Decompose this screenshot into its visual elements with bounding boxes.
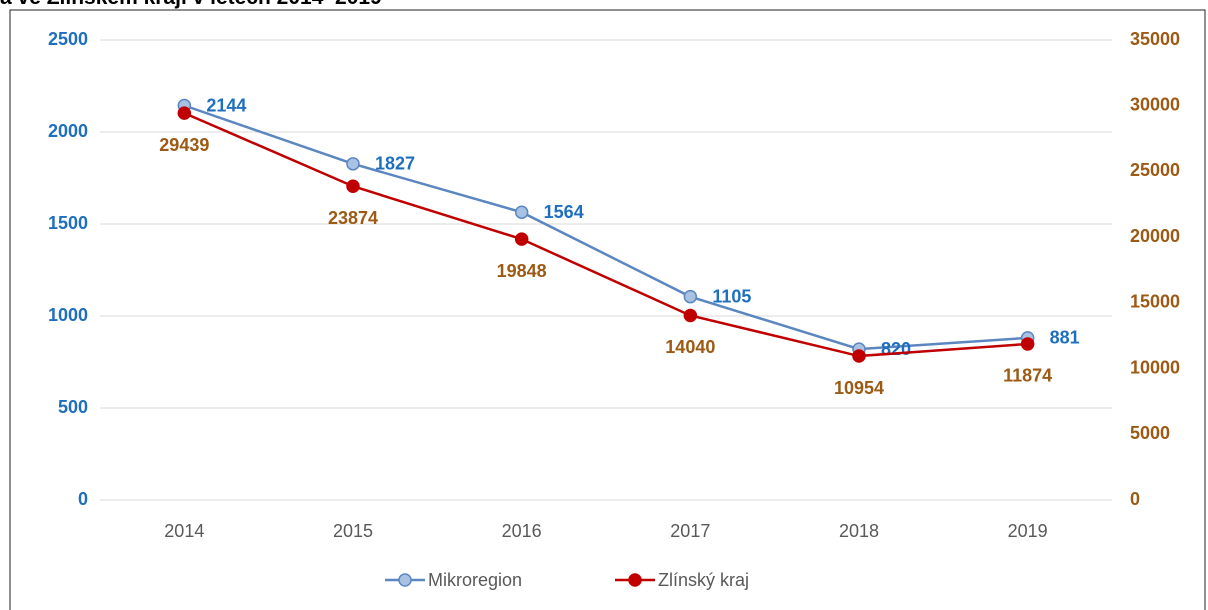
legend-marker — [628, 573, 642, 587]
y2-tick-label: 15000 — [1130, 292, 1180, 312]
y2-tick-label: 10000 — [1130, 357, 1180, 377]
x-tick-label: 2014 — [164, 521, 204, 541]
y2-tick-label: 20000 — [1130, 226, 1180, 246]
y2-tick-label: 25000 — [1130, 160, 1180, 180]
y-tick-label: 0 — [78, 489, 88, 509]
data-label: 820 — [881, 339, 911, 359]
data-label: 2144 — [206, 95, 246, 115]
x-tick-label: 2016 — [502, 521, 542, 541]
x-tick-label: 2018 — [839, 521, 879, 541]
y2-tick-label: 30000 — [1130, 94, 1180, 114]
marker — [683, 308, 698, 323]
marker — [346, 179, 360, 193]
data-label: 1827 — [375, 154, 415, 174]
series-line — [183, 111, 1028, 358]
chart-title: a ve Zlínském kraji v letech 2014–2019 — [0, 0, 382, 9]
marker — [346, 157, 360, 171]
y-tick-label: 1000 — [48, 305, 88, 325]
x-tick-label: 2017 — [670, 521, 710, 541]
y-tick-label: 2500 — [48, 29, 88, 49]
marker — [514, 232, 529, 246]
data-label: 11874 — [1003, 366, 1052, 386]
y2-tick-label: 35000 — [1130, 29, 1180, 49]
series-line — [183, 104, 1028, 351]
data-label: 23874 — [328, 208, 378, 228]
y2-tick-label: 5000 — [1130, 423, 1170, 443]
marker — [514, 205, 529, 219]
y-tick-label: 1500 — [48, 213, 88, 233]
marker — [1020, 337, 1035, 351]
data-label: 881 — [1050, 328, 1080, 348]
data-label: 14040 — [665, 337, 715, 357]
y-tick-label: 2000 — [48, 121, 88, 141]
data-label: 29439 — [159, 135, 209, 155]
marker — [683, 289, 698, 304]
marker — [177, 106, 192, 120]
x-tick-label: 2015 — [333, 521, 373, 541]
data-label: 10954 — [834, 378, 884, 398]
y-tick-label: 500 — [58, 397, 88, 417]
data-label: 1105 — [712, 286, 751, 306]
data-label: 1564 — [544, 202, 584, 222]
marker — [852, 349, 866, 363]
legend-marker — [398, 573, 412, 587]
legend-label: Mikroregion — [428, 570, 522, 590]
y2-tick-label: 0 — [1130, 489, 1140, 509]
data-label: 19848 — [497, 261, 547, 281]
chart-border — [9, 9, 1206, 610]
legend-label: Zlínský kraj — [658, 570, 749, 590]
x-tick-label: 2019 — [1008, 521, 1048, 541]
